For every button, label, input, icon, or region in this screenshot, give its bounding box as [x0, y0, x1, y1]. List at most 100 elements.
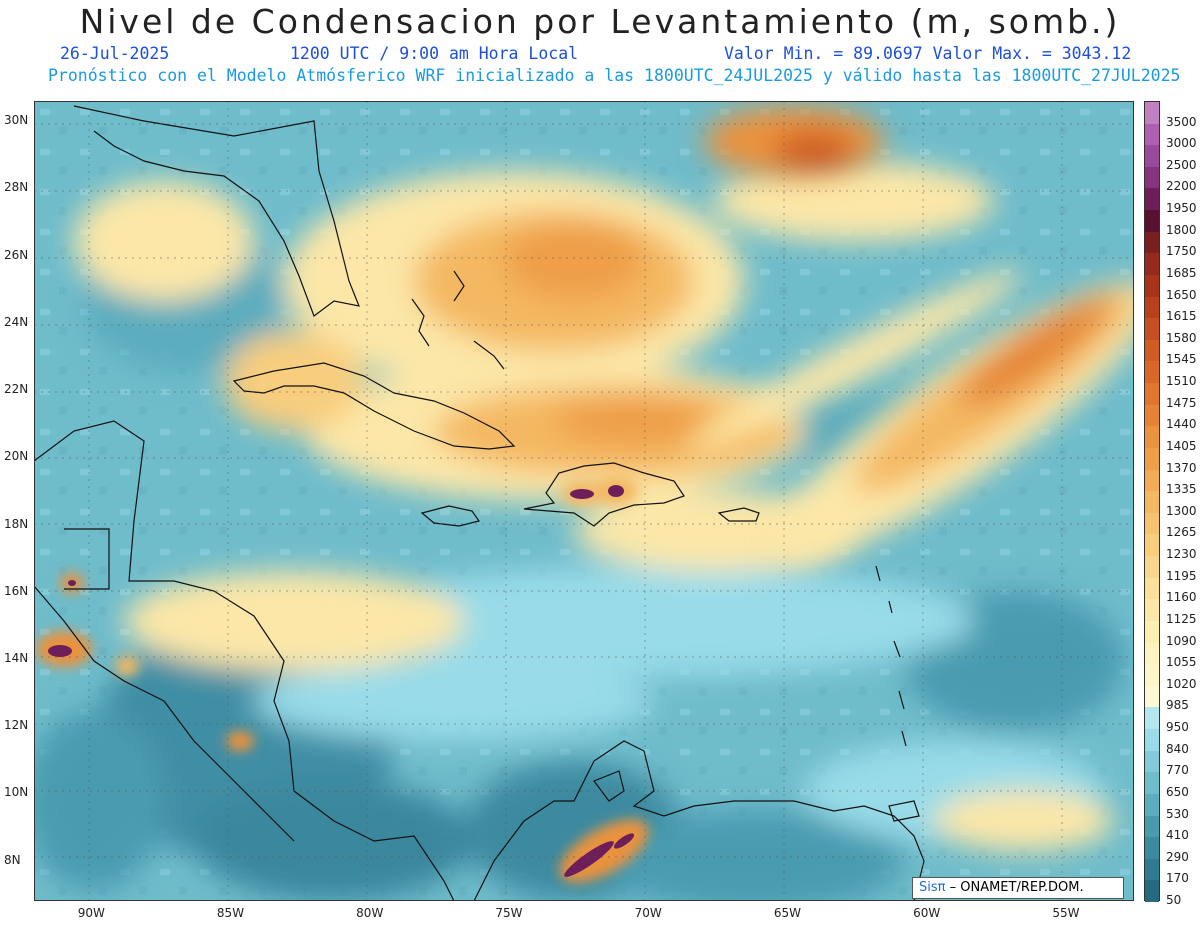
- colorbar-label: 985: [1166, 698, 1189, 713]
- colorbar-swatch: [1145, 512, 1159, 535]
- colorbar-swatch: [1145, 253, 1159, 276]
- colorbar-swatch: [1145, 188, 1159, 211]
- colorbar-swatch: [1145, 469, 1159, 492]
- colorbar-swatch: [1145, 642, 1159, 665]
- colorbar-swatch: [1145, 534, 1159, 557]
- colorbar-label: 410: [1166, 828, 1189, 843]
- colorbar-swatch: [1145, 447, 1159, 471]
- colorbar-swatch: [1145, 404, 1159, 427]
- colorbar-label: 1950: [1166, 201, 1197, 216]
- colorbar-label: 1335: [1166, 482, 1197, 497]
- lon-label: 80W: [356, 906, 384, 920]
- colorbar-swatch: [1145, 837, 1159, 860]
- lat-label: 30N: [4, 113, 29, 128]
- lat-label: 28N: [4, 180, 29, 195]
- colorbar-label: 650: [1166, 784, 1189, 799]
- colorbar-label: 1300: [1166, 503, 1197, 518]
- colorbar-label: 1090: [1166, 633, 1197, 648]
- lon-label: 70W: [634, 906, 662, 920]
- colorbar-swatch: [1145, 339, 1159, 362]
- colorbar-swatch: [1145, 210, 1159, 233]
- colorbar-label: 1685: [1166, 265, 1197, 280]
- min-max-values: Valor Min. = 89.0697 Valor Max. = 3043.1…: [724, 44, 1132, 63]
- colorbar-label: 2500: [1166, 157, 1197, 172]
- colorbar-label: 1055: [1166, 655, 1197, 670]
- colorbar-swatch: [1145, 599, 1159, 622]
- colorbar-swatch: [1145, 858, 1159, 881]
- colorbar-label: 1405: [1166, 438, 1197, 453]
- lat-label: 14N: [4, 650, 29, 665]
- colorbar-label: 1650: [1166, 287, 1197, 302]
- lat-label: 16N: [4, 583, 29, 598]
- lat-label: 20N: [4, 449, 29, 464]
- lat-label: 22N: [4, 382, 29, 397]
- model-info: Pronóstico con el Modelo Atmósferico WRF…: [48, 66, 1181, 85]
- colorbar-swatch: [1145, 880, 1159, 903]
- colorbar-label: 1615: [1166, 309, 1197, 324]
- lcl-field: [34, 161, 1124, 901]
- colorbar-swatch: [1145, 664, 1159, 687]
- colorbar-swatch: [1145, 274, 1159, 298]
- sispi-logo: Sisπ: [919, 880, 946, 895]
- colorbar-swatch: [1145, 102, 1159, 125]
- colorbar-label: 1265: [1166, 525, 1197, 540]
- colorbar-label: 1440: [1166, 417, 1197, 432]
- colorbar-swatch: [1145, 772, 1159, 795]
- colorbar-label: 50: [1166, 893, 1182, 907]
- colorbar-swatch: [1145, 166, 1159, 189]
- colorbar-swatch: [1145, 361, 1159, 384]
- lat-label: 12N: [4, 718, 29, 733]
- colorbar-swatch: [1145, 707, 1159, 730]
- lon-label: 85W: [216, 906, 245, 920]
- colorbar-label: 950: [1166, 720, 1189, 735]
- colorbar-label: 1370: [1166, 460, 1197, 475]
- lcl-peaks: [48, 485, 635, 877]
- colorbar-swatch: [1145, 685, 1159, 708]
- lcl-band-ne: [685, 106, 1134, 561]
- colorbar-label: 1750: [1166, 244, 1197, 259]
- colorbar-label: 2200: [1166, 179, 1197, 194]
- colorbar-label: 840: [1166, 741, 1189, 756]
- colorbar-swatch: [1145, 729, 1159, 752]
- colorbar-label: 1545: [1166, 352, 1197, 367]
- lat-label: 8N: [4, 852, 21, 867]
- colorbar: [1144, 101, 1160, 903]
- colorbar-label: 290: [1166, 849, 1189, 864]
- colorbar-label: 1230: [1166, 547, 1197, 562]
- credit-text: – ONAMET/REP.DOM.: [945, 880, 1084, 895]
- colorbar-swatch: [1145, 318, 1159, 341]
- colorbar-swatch: [1145, 383, 1159, 406]
- coastlines: [34, 105, 925, 901]
- lat-label: 10N: [4, 785, 29, 800]
- credit-box: Sisπ – ONAMET/REP.DOM.: [912, 877, 1124, 899]
- lon-label: 65W: [773, 906, 802, 920]
- colorbar-label: 1020: [1166, 676, 1197, 691]
- lat-label: 18N: [4, 516, 29, 531]
- colorbar-label: 1580: [1166, 330, 1197, 345]
- colorbar-label: 1475: [1166, 395, 1197, 410]
- colorbar-swatch: [1145, 426, 1159, 449]
- lcl-forecast-map: [34, 101, 1134, 901]
- colorbar-label: 1125: [1166, 611, 1197, 626]
- colorbar-swatch: [1145, 231, 1159, 254]
- lon-label: 90W: [77, 906, 105, 920]
- colorbar-swatch: [1145, 793, 1159, 816]
- colorbar-swatch: [1145, 296, 1159, 319]
- colorbar-swatch: [1145, 750, 1159, 773]
- colorbar-swatch: [1145, 145, 1159, 168]
- forecast-date: 26-Jul-2025: [60, 44, 170, 63]
- colorbar-label: 530: [1166, 806, 1189, 821]
- colorbar-swatch: [1145, 577, 1159, 600]
- colorbar-label: 770: [1166, 763, 1189, 778]
- colorbar-label: 1160: [1166, 590, 1197, 605]
- lat-label: 24N: [4, 314, 29, 329]
- lon-label: 60W: [913, 906, 941, 920]
- colorbar-swatch: [1145, 491, 1159, 514]
- colorbar-swatch: [1145, 620, 1159, 644]
- colorbar-label: 1510: [1166, 374, 1197, 389]
- colorbar-swatch: [1145, 556, 1159, 579]
- colorbar-label: 1195: [1166, 568, 1197, 583]
- lon-label: 55W: [1052, 906, 1080, 920]
- graticule: [34, 101, 1134, 901]
- map-title: Nivel de Condensacion por Levantamiento …: [79, 2, 1121, 41]
